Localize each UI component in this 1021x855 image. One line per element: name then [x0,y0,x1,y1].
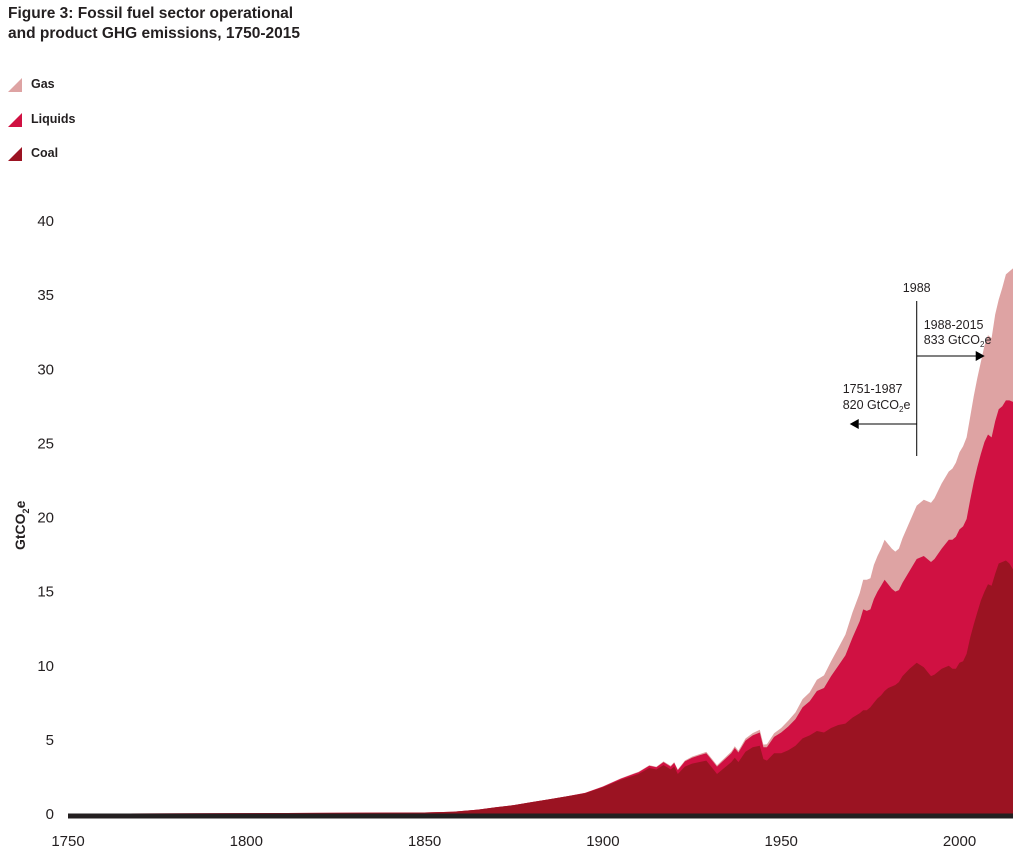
y-tick-label: 40 [37,213,54,230]
y-tick-label: 35 [37,287,54,304]
right-value-main: 833 GtCO [924,333,981,347]
legend-swatch-liquids [8,112,22,127]
chart-title: Figure 3: Fossil fuel sector operational… [8,5,301,42]
right-value-sub: 2 [980,340,985,349]
area-layers [68,268,1013,814]
left-arrow-icon [849,419,859,429]
legend-swatch-coal [8,147,22,161]
legend-swatch-gas [8,78,22,92]
area-coal [68,560,1013,814]
x-tick-labels: 1750 1800 1850 1900 1950 2000 [51,833,976,850]
y-tick-label: 25 [37,435,54,452]
legend-label-coal: Coal [31,146,59,160]
left-value-label: 820 GtCO2e [843,398,911,414]
right-period-label: 1988-2015 [924,318,984,332]
y-tick-label: 0 [46,806,54,823]
x-tick-label: 1800 [230,833,263,850]
y-tick-label: 30 [37,361,54,378]
right-value-label: 833 GtCO2e [924,333,992,349]
left-value-main: 820 GtCO [843,398,900,412]
x-tick-label: 1950 [765,833,798,850]
x-tick-label: 1900 [586,833,619,850]
y-tick-label: 5 [46,732,54,749]
left-value-suffix: e [903,398,910,412]
marker-label-1988: 1988 [903,281,931,295]
x-tick-label: 2000 [943,833,976,850]
annotations: 1988 1988-2015 833 GtCO2e 1751-1987 820 … [843,281,992,456]
y-tick-label: 20 [37,510,54,527]
left-period-label: 1751-1987 [843,382,903,396]
y-tick-labels: 0 5 10 15 20 25 30 35 40 [37,213,54,823]
right-value-suffix: e [984,333,991,347]
left-value-sub: 2 [899,405,904,414]
y-tick-label: 10 [37,658,54,675]
x-tick-label: 1850 [408,833,441,850]
legend-label-gas: Gas [31,77,55,91]
right-arrow-icon [975,351,985,361]
x-tick-label: 1750 [51,833,84,850]
y-tick-label: 15 [37,584,54,601]
legend-label-liquids: Liquids [31,111,76,126]
